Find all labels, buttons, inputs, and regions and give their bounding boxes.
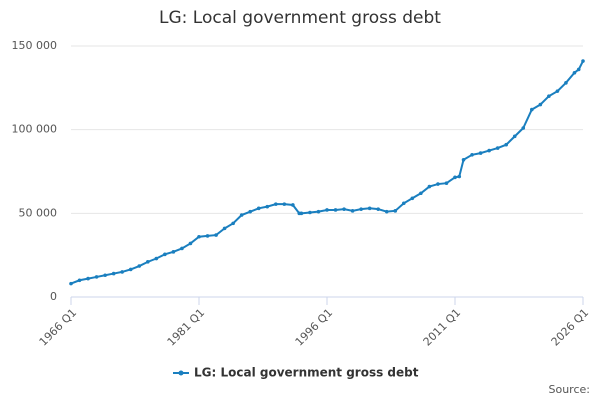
point bbox=[436, 182, 440, 186]
point bbox=[333, 208, 338, 212]
point bbox=[564, 81, 568, 85]
x-tick-label: 2026 Q1 bbox=[549, 306, 592, 349]
point bbox=[504, 142, 509, 147]
point bbox=[410, 196, 415, 201]
point bbox=[197, 234, 201, 239]
point bbox=[521, 126, 526, 130]
point bbox=[350, 209, 355, 213]
source: Source: bbox=[549, 383, 591, 396]
point bbox=[120, 270, 124, 274]
point bbox=[359, 207, 363, 211]
y-tick-label: 50 000 bbox=[19, 206, 58, 219]
series-line bbox=[70, 60, 584, 285]
point bbox=[538, 102, 543, 107]
point bbox=[171, 250, 176, 254]
point bbox=[239, 213, 244, 217]
point bbox=[111, 271, 116, 276]
point bbox=[188, 241, 193, 246]
x-tick-label: 1966 Q1 bbox=[37, 306, 80, 349]
point bbox=[427, 184, 432, 189]
point bbox=[94, 275, 99, 279]
point bbox=[461, 157, 466, 162]
point bbox=[308, 210, 312, 215]
point bbox=[457, 174, 462, 179]
point bbox=[444, 181, 449, 186]
legend-label: LG: Local government gross debt bbox=[194, 366, 419, 380]
point bbox=[419, 191, 423, 196]
point bbox=[325, 208, 329, 212]
point bbox=[487, 148, 491, 153]
point bbox=[299, 211, 304, 216]
point bbox=[146, 260, 150, 264]
x-tick-label: 1981 Q1 bbox=[165, 306, 208, 349]
point bbox=[530, 107, 534, 112]
x-tick-label: 2011 Q1 bbox=[421, 306, 464, 349]
point bbox=[86, 276, 90, 281]
point bbox=[512, 134, 517, 139]
point bbox=[265, 204, 270, 209]
point bbox=[163, 252, 167, 257]
y-tick-label: 0 bbox=[50, 290, 57, 303]
point bbox=[282, 202, 287, 206]
point bbox=[69, 281, 73, 286]
chart-title: LG: Local government gross debt bbox=[159, 8, 441, 28]
point bbox=[555, 89, 560, 93]
point bbox=[470, 152, 474, 157]
point bbox=[291, 203, 295, 207]
point bbox=[103, 273, 107, 278]
point bbox=[572, 70, 577, 75]
point bbox=[180, 246, 184, 251]
point bbox=[384, 209, 389, 214]
point bbox=[316, 209, 321, 214]
y-tick-label: 150 000 bbox=[12, 39, 58, 52]
point bbox=[393, 209, 398, 213]
point bbox=[128, 267, 133, 272]
point bbox=[77, 278, 82, 283]
point bbox=[376, 207, 381, 211]
point bbox=[495, 146, 500, 150]
x-tick-label: 1996 Q1 bbox=[293, 306, 336, 349]
point bbox=[478, 151, 483, 155]
point bbox=[453, 175, 457, 180]
point bbox=[402, 201, 406, 206]
point bbox=[205, 234, 210, 238]
point bbox=[274, 202, 278, 206]
point bbox=[367, 206, 372, 211]
point bbox=[342, 207, 346, 211]
point bbox=[214, 233, 218, 237]
point bbox=[256, 206, 261, 211]
point bbox=[547, 94, 551, 98]
point bbox=[231, 221, 235, 226]
point bbox=[581, 59, 585, 63]
point bbox=[137, 264, 142, 268]
y-tick-label: 100 000 bbox=[12, 123, 58, 136]
legend-marker bbox=[178, 370, 184, 376]
point bbox=[248, 209, 252, 214]
point bbox=[576, 67, 581, 72]
point bbox=[222, 226, 227, 231]
point bbox=[154, 256, 159, 261]
